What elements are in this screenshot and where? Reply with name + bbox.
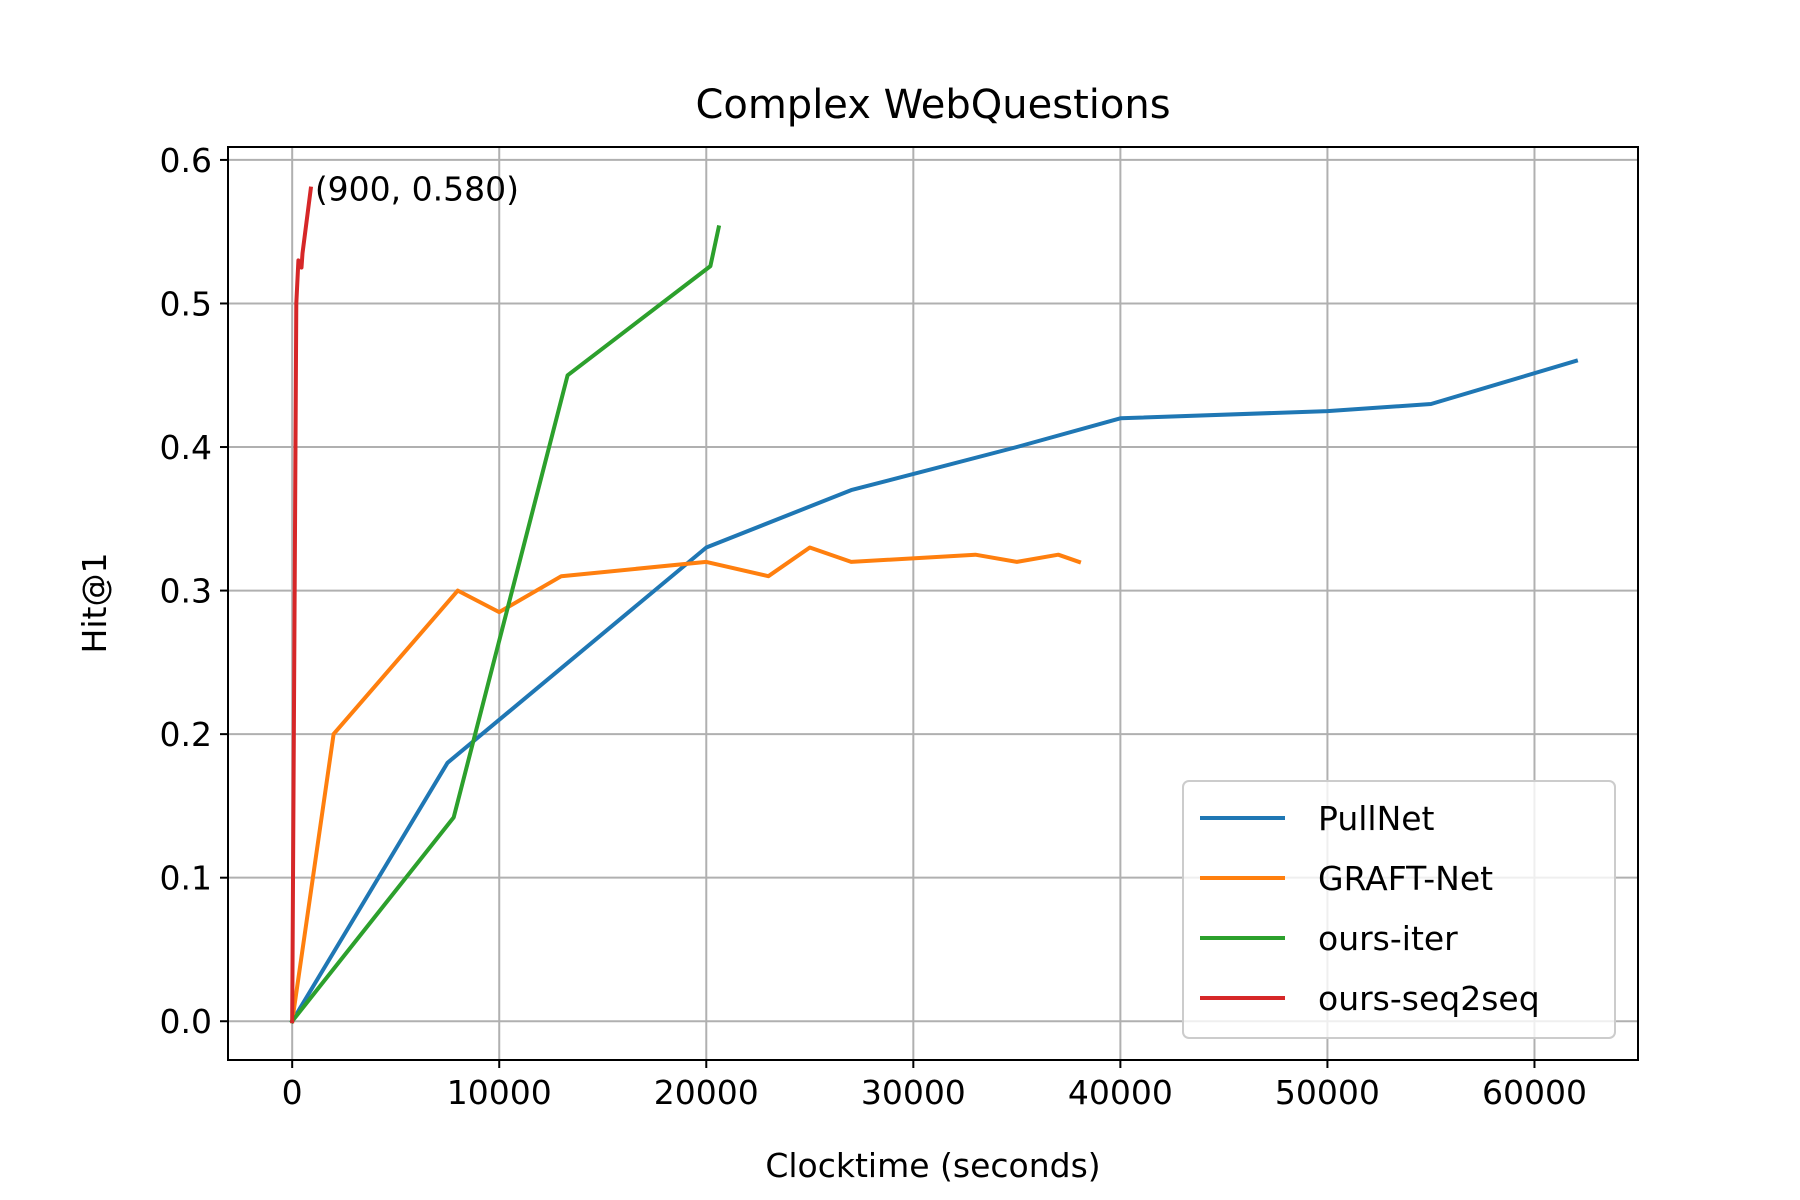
legend-label: ours-seq2seq <box>1318 979 1540 1018</box>
series-line-graft-net <box>289 545 1082 1024</box>
legend-label: PullNet <box>1318 799 1435 838</box>
x-tick-label: 0 <box>282 1073 303 1112</box>
annotations: (900, 0.580) <box>315 170 519 209</box>
y-tick-label: 0.3 <box>160 572 212 611</box>
legend-box <box>1182 780 1616 1039</box>
y-tick-label: 0.6 <box>160 141 212 180</box>
series-lines <box>289 186 1579 1025</box>
x-tick-label: 60000 <box>1482 1073 1587 1112</box>
legend: PullNet GRAFT-Net ours-iter ours-seq2seq <box>1182 780 1616 1039</box>
legend-label: ours-iter <box>1318 919 1458 958</box>
series-line-ours-iter <box>289 225 722 1025</box>
y-tick-label: 0.4 <box>160 428 212 467</box>
x-tick-label: 20000 <box>654 1073 759 1112</box>
series-line-pullnet <box>289 358 1579 1024</box>
y-axis-title: Hit@1 <box>75 553 114 654</box>
x-tick-label: 30000 <box>861 1073 966 1112</box>
x-tick-label: 50000 <box>1275 1073 1380 1112</box>
axis-ticks: 0 10000 20000 30000 40000 50000 60000 0.0 0.1 0.2… <box>160 141 1587 1112</box>
y-tick-label: 0.1 <box>160 859 212 898</box>
chart-title: Complex WebQuestions <box>695 82 1170 128</box>
legend-label: GRAFT-Net <box>1318 859 1493 898</box>
y-tick-label: 0.5 <box>160 284 212 323</box>
point-annotation: (900, 0.580) <box>315 170 519 209</box>
series-line-ours-seq2seq <box>290 186 314 1024</box>
y-tick-label: 0.0 <box>160 1002 212 1041</box>
x-tick-label: 10000 <box>447 1073 552 1112</box>
x-axis-title: Clocktime (seconds) <box>765 1146 1100 1185</box>
y-tick-label: 0.2 <box>160 715 212 754</box>
plot-frame <box>227 146 1639 1061</box>
legend-items: PullNet GRAFT-Net ours-iter ours-seq2seq <box>1200 799 1540 1018</box>
x-tick-label: 40000 <box>1068 1073 1173 1112</box>
